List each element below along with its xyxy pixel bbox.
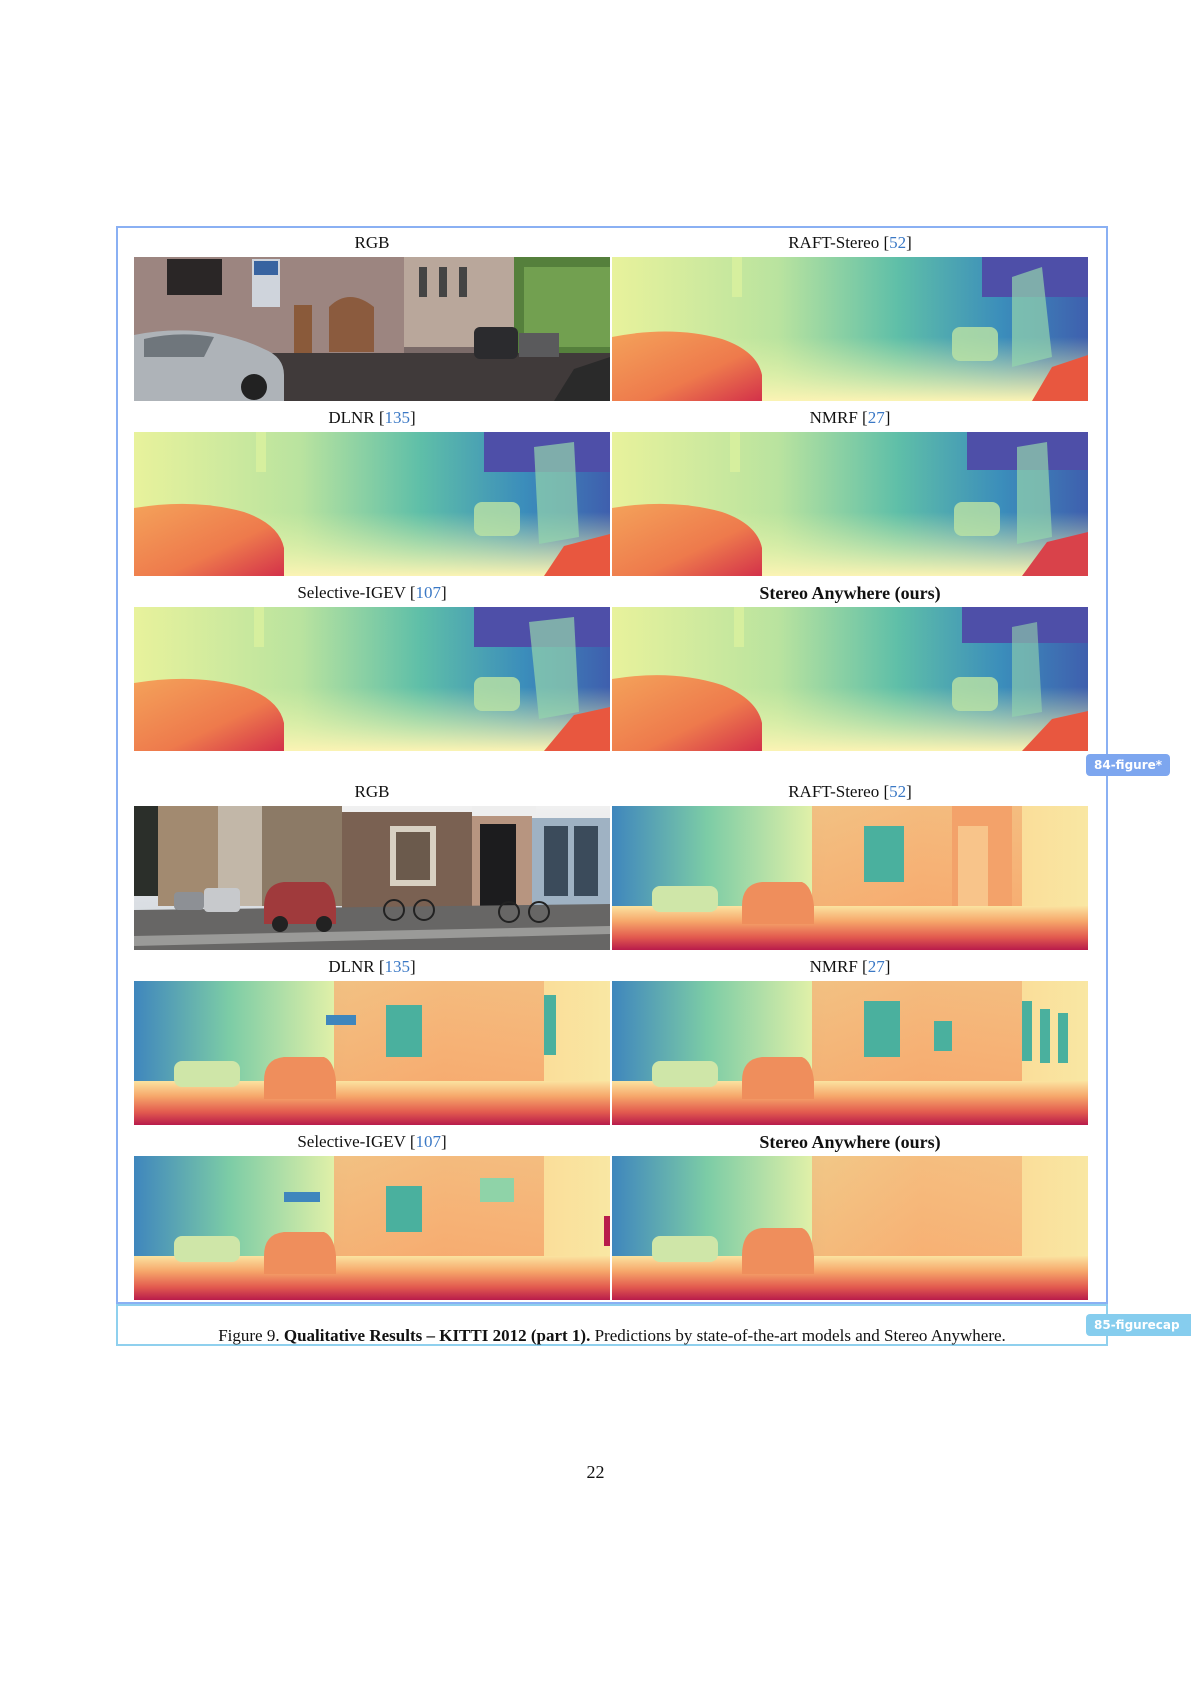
label-nmrf-scene1: NMRF [27] [612,408,1088,428]
sigev-disparity-scene2 [134,1156,610,1300]
caption-prefix: Figure 9. [218,1326,280,1345]
figure-caption: Figure 9. Qualitative Results – KITTI 20… [118,1326,1106,1346]
label-raft-scene2: RAFT-Stereo [52] [612,782,1088,802]
citation-link[interactable]: 107 [415,1132,442,1151]
nmrf-disparity-scene2 [612,981,1088,1125]
label-text: RGB [354,782,390,801]
label-text: RAFT-Stereo [ [788,233,890,252]
label-text: ] [906,233,912,252]
raft-disparity-scene1 [612,257,1088,401]
rgb-image-scene2 [134,806,610,950]
label-ours-scene1: Stereo Anywhere (ours) [759,583,941,603]
raft-disparity-scene2 [612,806,1088,950]
label-text: ] [906,782,912,801]
caption-text: Predictions by state-of-the-art models a… [594,1326,1006,1345]
nmrf-disparity-scene1 [612,432,1088,576]
label-sigev-scene1: Selective-IGEV [107] [134,583,610,603]
label-text: Selective-IGEV [ [297,583,416,602]
ours-disparity-scene2 [612,1156,1088,1300]
label-text: DLNR [ [328,408,385,427]
label-text: ] [441,1132,447,1151]
dlnr-disparity-scene1 [134,432,610,576]
citation-link[interactable]: 27 [867,408,885,427]
caption-region-tag: 85-figurecap [1086,1314,1191,1336]
sigev-disparity-scene1 [134,607,610,751]
label-rgb-scene2: RGB [134,782,610,802]
label-dlnr-scene2: DLNR [135] [134,957,610,977]
label-text: DLNR [ [328,957,385,976]
citation-link[interactable]: 52 [889,233,907,252]
citation-link[interactable]: 135 [384,957,411,976]
label-text: ] [884,408,891,427]
figure-region-tag: 84-figure* [1086,754,1171,776]
label-rgb-scene1: RGB [134,233,610,253]
label-text: RGB [354,233,390,252]
citation-link[interactable]: 135 [384,408,411,427]
rgb-image-scene1 [134,257,610,401]
label-nmrf-scene2: NMRF [27] [612,957,1088,977]
ours-disparity-scene1 [612,607,1088,751]
label-text: ] [884,957,891,976]
citation-link[interactable]: 107 [415,583,442,602]
label-raft-scene1: RAFT-Stereo [52] [612,233,1088,253]
label-text: RAFT-Stereo [ [788,782,890,801]
label-text: NMRF [ [809,408,868,427]
label-text: ] [410,408,416,427]
label-text: ] [441,583,447,602]
page-number: 22 [586,1462,605,1482]
label-text: Selective-IGEV [ [297,1132,416,1151]
label-text: NMRF [ [809,957,868,976]
citation-link[interactable]: 52 [889,782,907,801]
dlnr-disparity-scene2 [134,981,610,1125]
label-dlnr-scene1: DLNR [135] [134,408,610,428]
citation-link[interactable]: 27 [867,957,885,976]
label-text: ] [410,957,416,976]
caption-title: Qualitative Results – KITTI 2012 (part 1… [283,1326,591,1345]
label-sigev-scene2: Selective-IGEV [107] [134,1132,610,1152]
label-ours-scene2: Stereo Anywhere (ours) [759,1132,941,1152]
